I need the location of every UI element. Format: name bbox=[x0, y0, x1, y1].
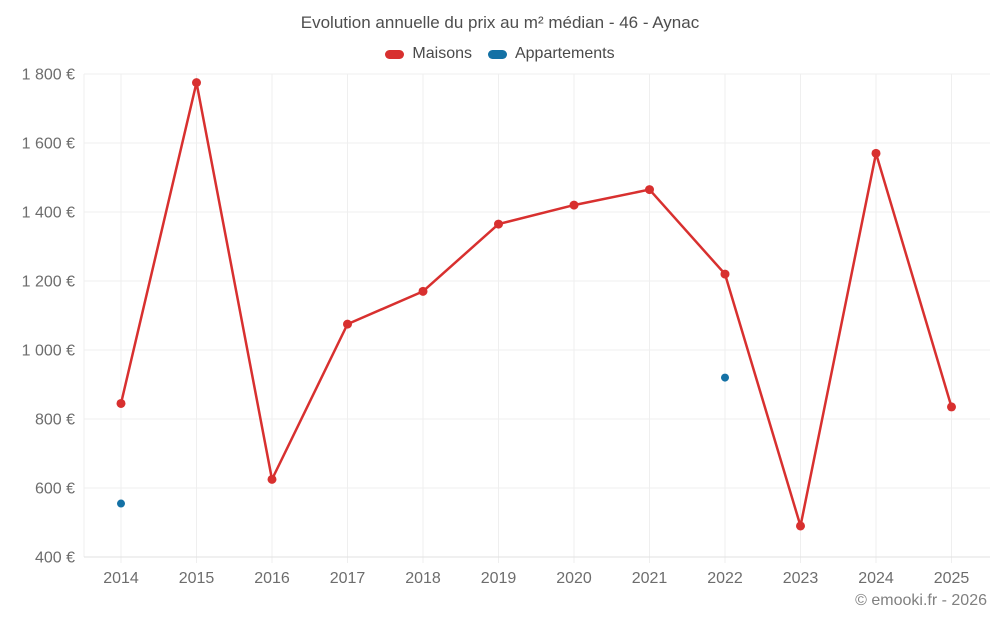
chart-legend: Maisons Appartements bbox=[0, 45, 1000, 63]
chart-title: Evolution annuelle du prix au m² médian … bbox=[300, 13, 700, 32]
maisons-data-point-2017[interactable] bbox=[343, 319, 352, 329]
x-axis-tick-label: 2019 bbox=[481, 570, 517, 587]
x-axis-tick-label: 2014 bbox=[103, 570, 139, 587]
maisons-series-swatch-icon bbox=[385, 49, 405, 59]
x-axis-tick-label: 2023 bbox=[783, 570, 819, 587]
x-axis-tick-label: 2020 bbox=[556, 570, 592, 587]
y-axis-tick-label: 1 400 € bbox=[22, 205, 75, 222]
x-axis-tick-label: 2015 bbox=[179, 570, 215, 587]
maisons-data-point-2015[interactable] bbox=[192, 78, 201, 88]
y-axis-tick-label: 1 000 € bbox=[22, 343, 75, 360]
legend-label-appartements: Appartements bbox=[514, 45, 615, 62]
y-axis-tick-label: 1 800 € bbox=[22, 67, 75, 84]
y-axis-tick-label: 1 200 € bbox=[22, 274, 75, 291]
maisons-data-point-2020[interactable] bbox=[569, 200, 579, 210]
maisons-data-point-2021[interactable] bbox=[645, 185, 654, 195]
x-axis-tick-label: 2016 bbox=[254, 570, 290, 587]
copyright-notice: © emooki.fr - 2026 bbox=[855, 592, 987, 609]
maisons-data-point-2016[interactable] bbox=[267, 474, 277, 484]
legend-item-appartements[interactable]: Appartements bbox=[487, 45, 615, 63]
y-axis-tick-label: 600 € bbox=[35, 481, 75, 498]
maisons-data-point-2018[interactable] bbox=[418, 286, 428, 296]
x-axis-tick-label: 2018 bbox=[405, 570, 441, 587]
appartements-data-point-2022[interactable] bbox=[721, 373, 729, 382]
maisons-data-point-2025[interactable] bbox=[947, 402, 956, 412]
maisons-data-point-2019[interactable] bbox=[494, 219, 503, 229]
x-axis-tick-label: 2022 bbox=[707, 570, 743, 587]
appartements-series-swatch-icon bbox=[487, 49, 507, 59]
x-axis-tick-label: 2017 bbox=[330, 570, 366, 587]
y-axis-tick-label: 800 € bbox=[35, 412, 75, 429]
legend-label-maisons: Maisons bbox=[412, 45, 472, 62]
legend-item-maisons[interactable]: Maisons bbox=[385, 45, 472, 63]
y-axis-tick-label: 400 € bbox=[35, 550, 75, 567]
x-axis-tick-label: 2024 bbox=[858, 570, 894, 587]
maisons-data-point-2024[interactable] bbox=[871, 148, 881, 158]
maisons-data-point-2022[interactable] bbox=[720, 269, 730, 279]
appartements-data-point-2014[interactable] bbox=[117, 499, 125, 508]
maisons-data-point-2023[interactable] bbox=[796, 521, 805, 531]
y-axis-tick-label: 1 600 € bbox=[22, 136, 75, 153]
maisons-data-point-2014[interactable] bbox=[116, 398, 126, 408]
maisons-line-series bbox=[119, 81, 953, 528]
x-axis-tick-label: 2025 bbox=[934, 570, 970, 587]
x-axis-tick-label: 2021 bbox=[632, 570, 668, 587]
